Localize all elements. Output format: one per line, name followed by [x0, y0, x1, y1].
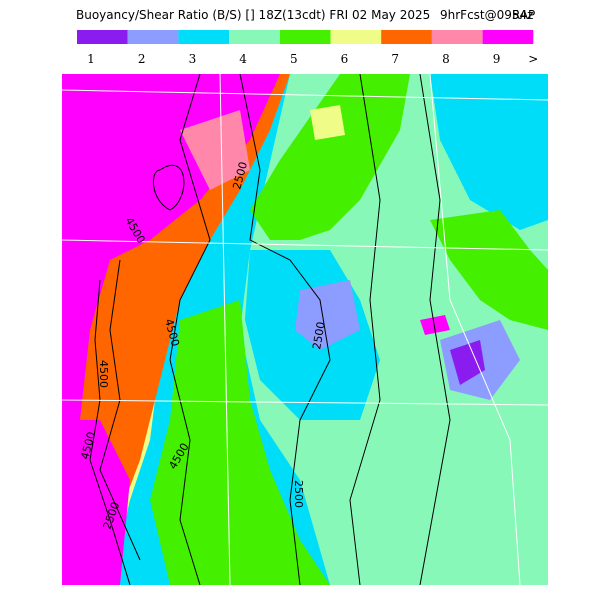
- legend-swatch: [482, 30, 534, 44]
- legend-label: 3: [189, 52, 197, 66]
- map: 2500 4500 4500 4500 4500 2500 2500 4500 …: [62, 74, 548, 585]
- legend-label: 8: [442, 52, 450, 66]
- legend-label: 9: [493, 52, 501, 66]
- legend-more: >: [528, 52, 538, 66]
- legend-label: 7: [391, 52, 399, 66]
- legend-label: 4: [239, 52, 247, 66]
- legend-swatch: [178, 30, 230, 44]
- field-9b: [62, 420, 130, 585]
- boundaries: [62, 74, 548, 585]
- contour-label: 2500: [310, 321, 328, 351]
- field-5c: [150, 300, 330, 585]
- legend-swatch: [431, 30, 483, 44]
- legend-swatch: [77, 30, 128, 44]
- legend-label: 2: [138, 52, 146, 66]
- field-9c: [420, 315, 450, 335]
- field-6b: [310, 105, 345, 140]
- contours: [89, 74, 451, 585]
- contour-label: 2500: [292, 480, 305, 508]
- legend-label: 6: [341, 52, 349, 66]
- title: Buoyancy/Shear Ratio (B/S) [] 18Z(13cdt)…: [76, 8, 430, 22]
- legend-label: 1: [87, 52, 95, 66]
- legend-label: 5: [290, 52, 298, 66]
- field-5b: [430, 210, 548, 330]
- legend-swatch: [279, 30, 331, 44]
- legend-swatch: [381, 30, 432, 44]
- legend-swatch: [127, 30, 179, 44]
- model: RAP: [512, 8, 535, 22]
- field-1: [450, 340, 485, 385]
- forecast: 9hrFcst@0954z: [440, 8, 533, 22]
- field-8: [180, 110, 250, 190]
- field-2: [295, 280, 360, 350]
- contour-label: 4500: [97, 360, 110, 388]
- legend: 1 2 3 4 5 6 7 8 9 >: [77, 30, 538, 66]
- field-9: [62, 74, 280, 585]
- field-5: [250, 74, 410, 240]
- legend-swatch: [330, 30, 382, 44]
- legend-swatch: [229, 30, 280, 44]
